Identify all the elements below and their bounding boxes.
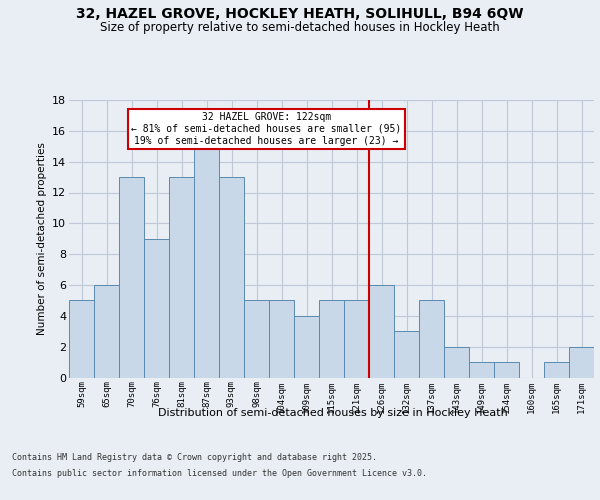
Bar xyxy=(269,300,294,378)
Bar xyxy=(444,346,469,378)
Text: Distribution of semi-detached houses by size in Hockley Heath: Distribution of semi-detached houses by … xyxy=(158,408,508,418)
Bar xyxy=(419,300,444,378)
Bar xyxy=(344,300,369,378)
Bar xyxy=(144,239,169,378)
Bar xyxy=(394,331,419,378)
Y-axis label: Number of semi-detached properties: Number of semi-detached properties xyxy=(37,142,47,335)
Bar xyxy=(69,300,94,378)
Bar xyxy=(244,300,269,378)
Text: Contains public sector information licensed under the Open Government Licence v3: Contains public sector information licen… xyxy=(12,468,427,477)
Bar xyxy=(119,177,144,378)
Bar xyxy=(219,177,244,378)
Bar xyxy=(369,285,394,378)
Bar xyxy=(169,177,194,378)
Bar xyxy=(94,285,119,378)
Text: 32 HAZEL GROVE: 122sqm
← 81% of semi-detached houses are smaller (95)
19% of sem: 32 HAZEL GROVE: 122sqm ← 81% of semi-det… xyxy=(131,112,401,146)
Text: Size of property relative to semi-detached houses in Hockley Heath: Size of property relative to semi-detach… xyxy=(100,21,500,34)
Text: 32, HAZEL GROVE, HOCKLEY HEATH, SOLIHULL, B94 6QW: 32, HAZEL GROVE, HOCKLEY HEATH, SOLIHULL… xyxy=(76,8,524,22)
Bar xyxy=(469,362,494,378)
Bar xyxy=(544,362,569,378)
Bar xyxy=(194,146,219,378)
Bar xyxy=(494,362,519,378)
Text: Contains HM Land Registry data © Crown copyright and database right 2025.: Contains HM Land Registry data © Crown c… xyxy=(12,454,377,462)
Bar xyxy=(294,316,319,378)
Bar xyxy=(569,346,594,378)
Bar xyxy=(319,300,344,378)
